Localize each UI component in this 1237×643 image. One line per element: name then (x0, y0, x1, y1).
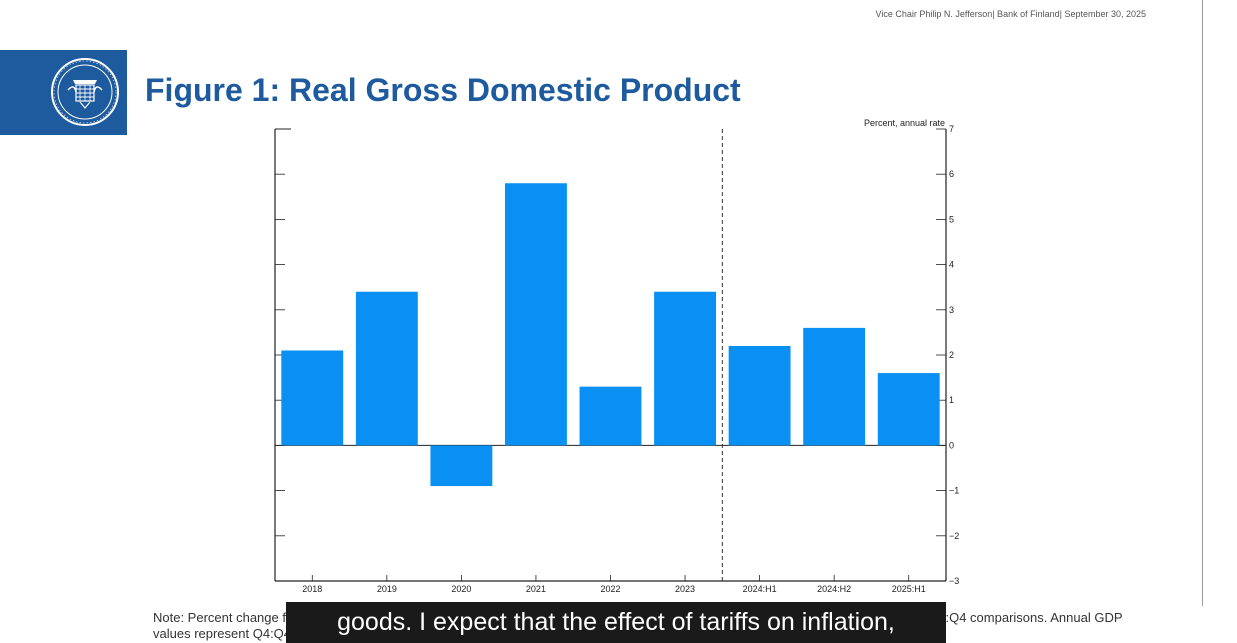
x-tick-label: 2023 (675, 584, 695, 594)
bar-2018 (281, 350, 344, 446)
y-axis-label: Percent, annual rate (864, 118, 945, 128)
y-tick-label: 7 (949, 124, 954, 134)
x-tick-label: 2024:H2 (817, 584, 851, 594)
x-tick-label: 2020 (451, 584, 471, 594)
bar-2023 (654, 291, 716, 446)
bar-2019 (355, 291, 418, 446)
y-tick-label: −3 (949, 576, 959, 586)
bar-2020 (430, 445, 493, 487)
x-tick-label: 2018 (302, 584, 322, 594)
y-tick-label: 6 (949, 169, 954, 179)
bar-2021 (505, 183, 567, 446)
x-tick-label: 2025:H1 (892, 584, 926, 594)
bar-2025-h1 (877, 373, 940, 446)
x-tick-label: 2019 (377, 584, 397, 594)
federal-reserve-logo-block (0, 50, 127, 135)
y-tick-label: −1 (949, 486, 959, 496)
y-tick-label: 4 (949, 260, 954, 270)
page-title: Figure 1: Real Gross Domestic Product (145, 72, 741, 108)
bar-2024-h2 (803, 327, 866, 446)
bar-2024-h1 (728, 345, 791, 446)
bar-2022 (579, 386, 642, 446)
header-meta: Vice Chair Philip N. Jefferson| Bank of … (875, 9, 1147, 19)
video-caption: goods. I expect that the effect of tarif… (286, 602, 946, 643)
y-tick-label: 5 (949, 214, 954, 224)
y-tick-label: 3 (949, 305, 954, 315)
y-tick-label: 1 (949, 395, 954, 405)
x-tick-label: 2022 (600, 584, 620, 594)
page-divider-rule (1202, 0, 1203, 606)
x-tick-label: 2021 (526, 584, 546, 594)
x-tick-label: 2024:H1 (743, 584, 777, 594)
y-tick-label: 0 (949, 440, 954, 450)
federal-reserve-seal-icon (51, 58, 119, 126)
y-tick-label: 2 (949, 350, 954, 360)
y-tick-label: −2 (949, 531, 959, 541)
